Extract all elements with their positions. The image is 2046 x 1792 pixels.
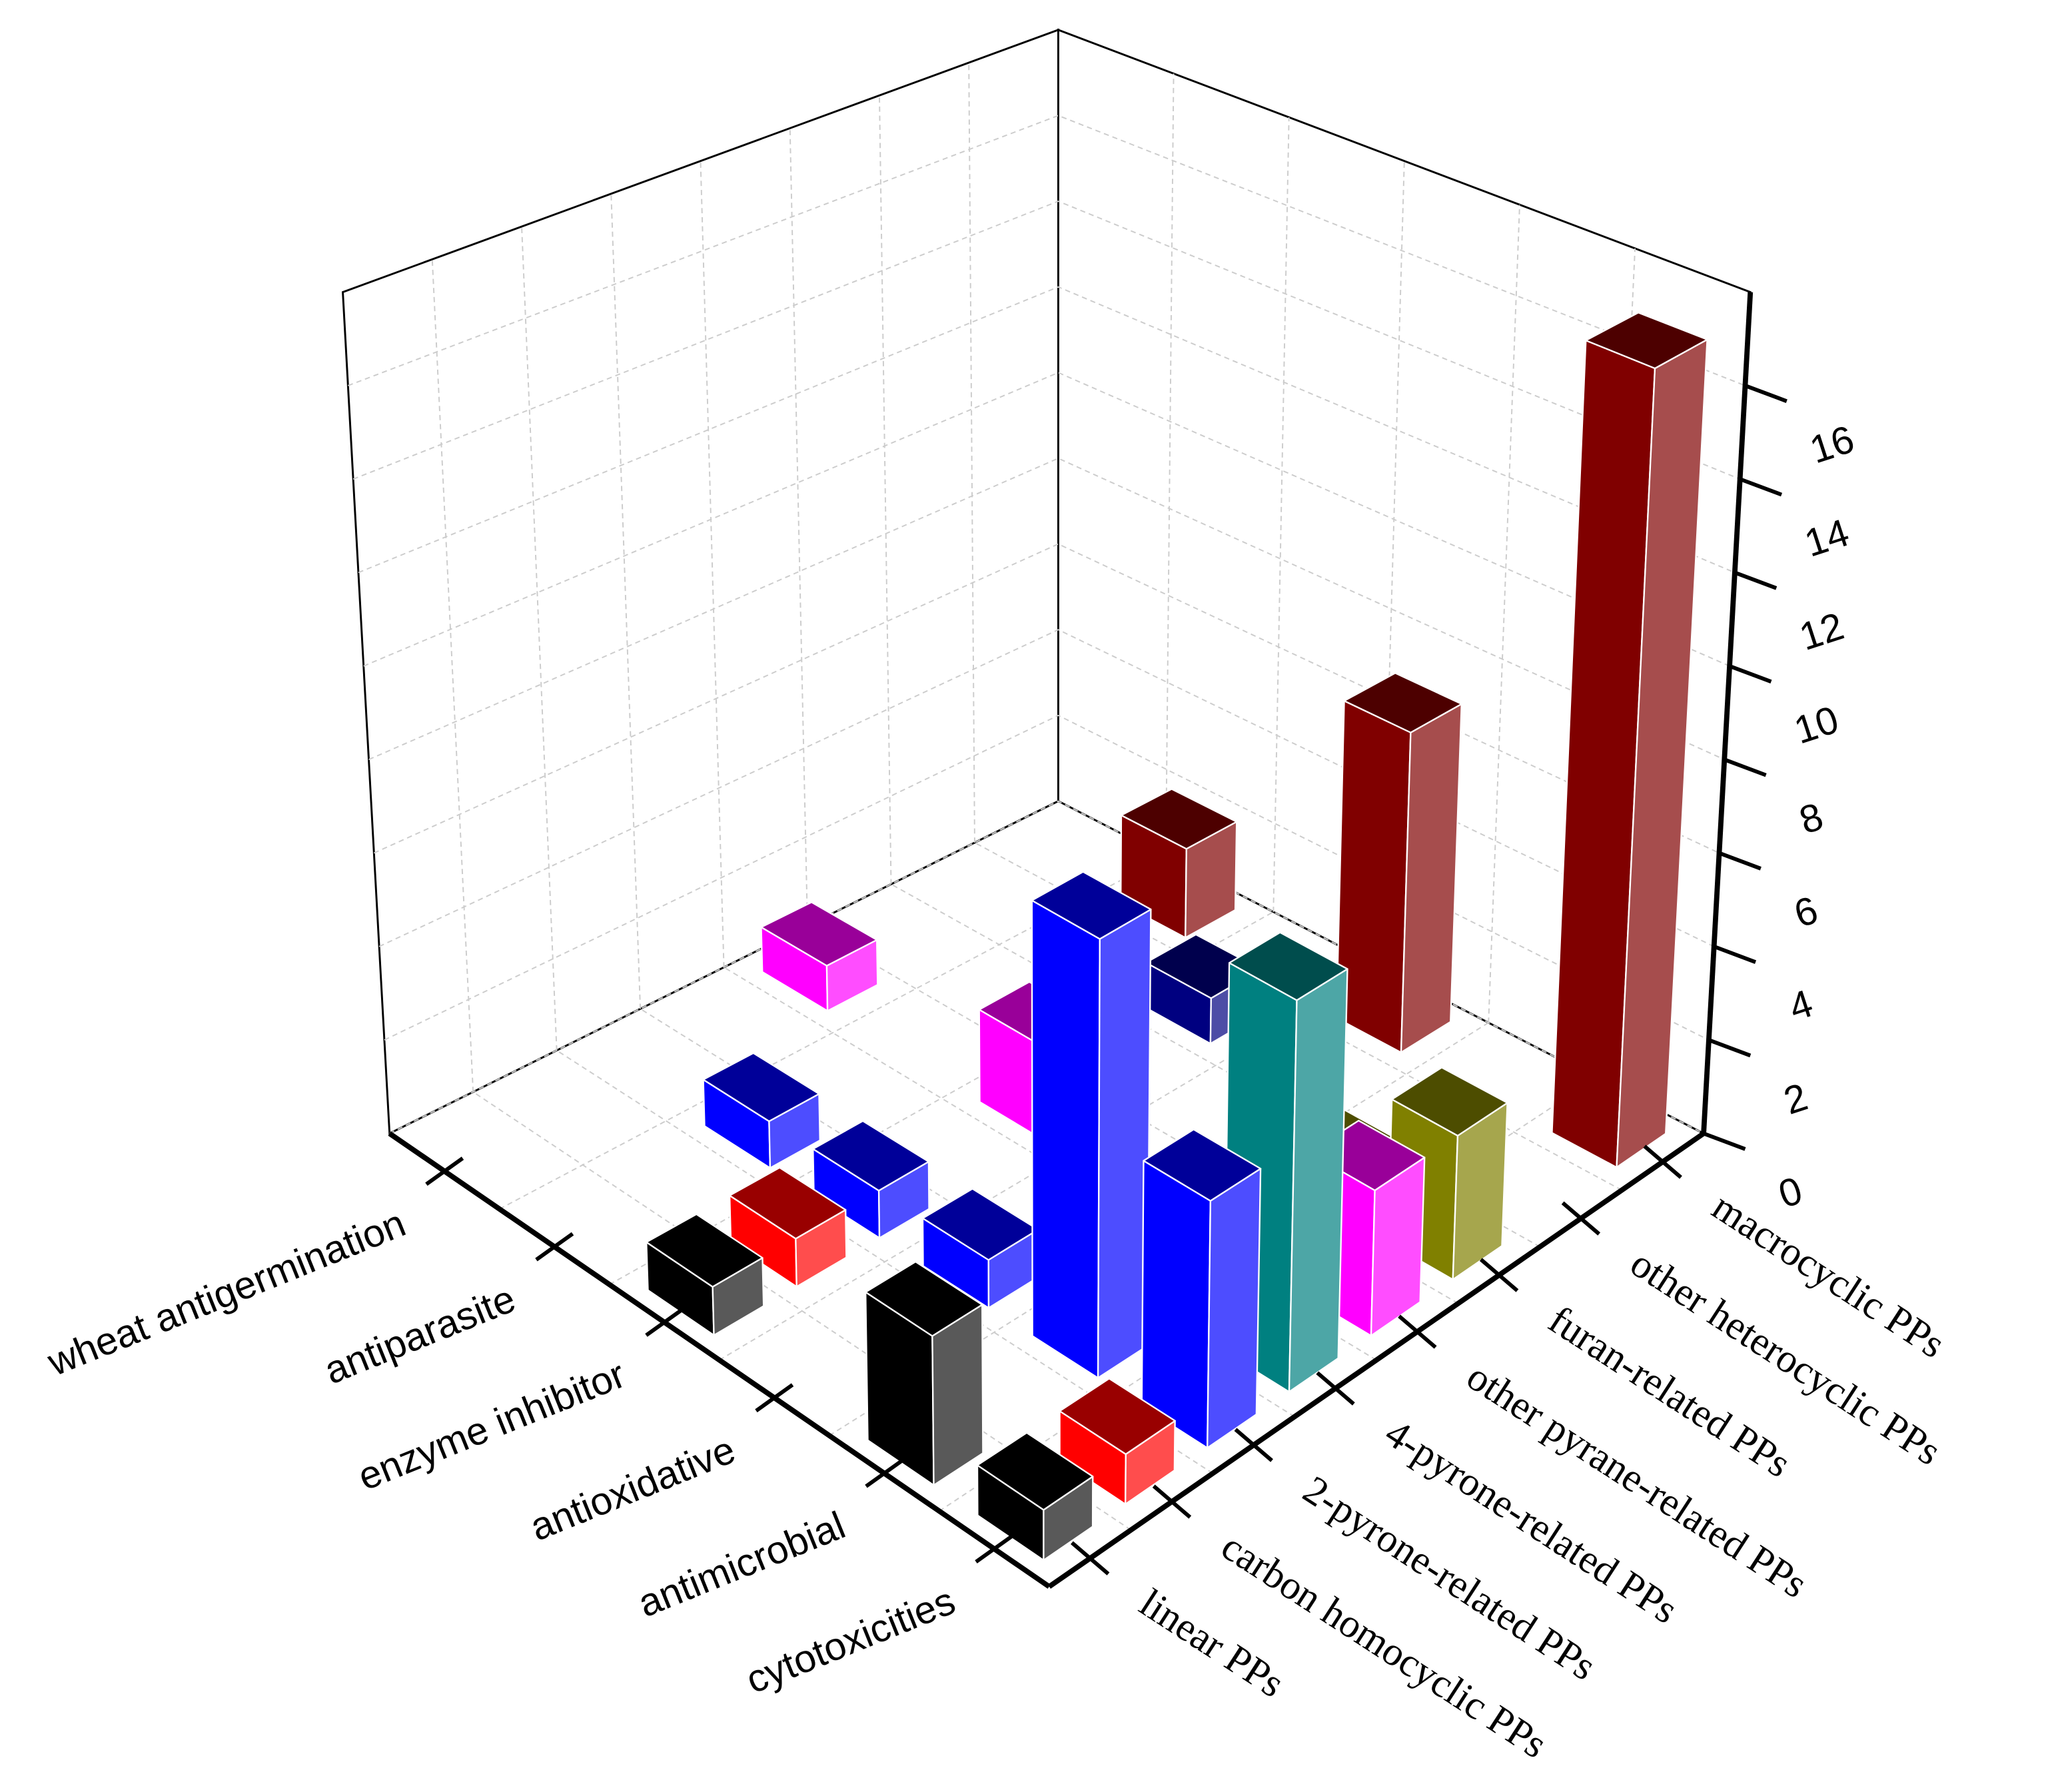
z-tick-label: 2 — [1779, 1075, 1813, 1123]
bar — [1551, 312, 1708, 1168]
y-tick — [1479, 1258, 1519, 1292]
z-tick — [1713, 945, 1757, 964]
grid-line — [1165, 73, 1175, 857]
x-axis — [388, 1131, 1051, 1589]
legend-label: 2-pyrone-related PPs — [1295, 1468, 1604, 1689]
x-tick — [755, 1383, 794, 1413]
bar — [1059, 1378, 1176, 1506]
back-wall — [342, 28, 1059, 1135]
bar-top — [812, 1120, 930, 1192]
bar-top — [728, 1166, 847, 1240]
x-tick-label: cytotoxicities — [740, 1579, 961, 1701]
x-tick — [975, 1534, 1014, 1564]
legend-label: other heterocyclic PPs — [1622, 1241, 1949, 1474]
bar-front — [1031, 899, 1101, 1379]
grid-line — [878, 95, 892, 885]
bar-front — [1335, 699, 1412, 1054]
bar — [646, 1213, 765, 1336]
bar-top — [1228, 931, 1348, 1001]
x-tick — [425, 1156, 464, 1186]
z-tick — [1729, 664, 1772, 683]
bar-top — [760, 901, 878, 967]
bar — [865, 1260, 984, 1486]
y-tick — [1152, 1484, 1192, 1519]
y-tick — [1643, 1144, 1682, 1179]
y-tick — [1234, 1428, 1273, 1462]
z-tick-label: 4 — [1784, 982, 1818, 1030]
grid-line — [700, 161, 725, 968]
x-tick — [535, 1232, 574, 1262]
bar — [728, 1166, 847, 1288]
grid-line — [431, 259, 474, 1093]
z-tick-label: 12 — [1794, 604, 1849, 659]
y-axis — [1047, 1131, 1706, 1589]
bar-top — [976, 1432, 1094, 1511]
bar — [976, 1432, 1094, 1562]
legend-label: 4-pyrone-related PPs — [1377, 1411, 1686, 1633]
y-tick — [1316, 1371, 1355, 1406]
bar-top — [1390, 1067, 1508, 1136]
x-tick-label: antioxidative — [524, 1428, 742, 1550]
grid-line — [789, 128, 809, 926]
x-tick — [645, 1308, 684, 1337]
bar-top — [921, 1188, 1039, 1261]
bar — [760, 901, 879, 1012]
bar-top — [1343, 672, 1462, 733]
bar-top — [1120, 788, 1238, 850]
z-tick-label: 16 — [1805, 418, 1859, 472]
bar — [1031, 871, 1152, 1379]
bar-top — [1031, 871, 1152, 940]
z-tick — [1718, 851, 1762, 871]
bar-top — [865, 1260, 983, 1337]
z-tick-label: 10 — [1789, 698, 1843, 753]
z-tick — [1744, 384, 1788, 403]
grid-line — [378, 629, 1715, 947]
bar — [702, 1052, 821, 1169]
bar-side — [1288, 968, 1348, 1393]
y-tick — [1070, 1541, 1110, 1575]
grid-line — [384, 714, 1710, 1041]
grid-line — [968, 63, 975, 843]
x-tick-label: enzyme inhibitor — [352, 1352, 631, 1499]
z-axis — [1701, 292, 1754, 1134]
bar — [1141, 1128, 1262, 1449]
x-tick — [865, 1458, 904, 1488]
bar-top — [646, 1213, 764, 1288]
grid-line — [1380, 161, 1405, 968]
legend-label: linear PPs — [1132, 1581, 1292, 1707]
z-tick-label: 6 — [1789, 888, 1823, 936]
bar-side — [1207, 1168, 1262, 1449]
z-tick-label: 0 — [1774, 1168, 1807, 1216]
grid-line — [1488, 205, 1520, 1023]
z-tick — [1724, 757, 1767, 777]
x-tick-label: antimicrobial — [632, 1504, 851, 1625]
z-tick-label: 8 — [1794, 795, 1828, 843]
bar-top — [1585, 312, 1708, 370]
bar-front — [1141, 1160, 1212, 1449]
z-tick — [1739, 477, 1783, 497]
bar-top — [702, 1052, 820, 1122]
z-tick — [1734, 570, 1778, 590]
x-tick-label: antiparasite — [318, 1277, 522, 1393]
bar-top — [1143, 1128, 1262, 1202]
z-tick-label: 14 — [1799, 511, 1854, 566]
y-tick — [1398, 1314, 1437, 1349]
y-tick — [1561, 1201, 1601, 1236]
z-tick — [1708, 1038, 1752, 1058]
bar — [812, 1120, 930, 1239]
z-tick — [1703, 1131, 1746, 1151]
grid-line — [521, 226, 558, 1051]
bar — [1335, 672, 1462, 1054]
bar-top — [1059, 1378, 1176, 1456]
